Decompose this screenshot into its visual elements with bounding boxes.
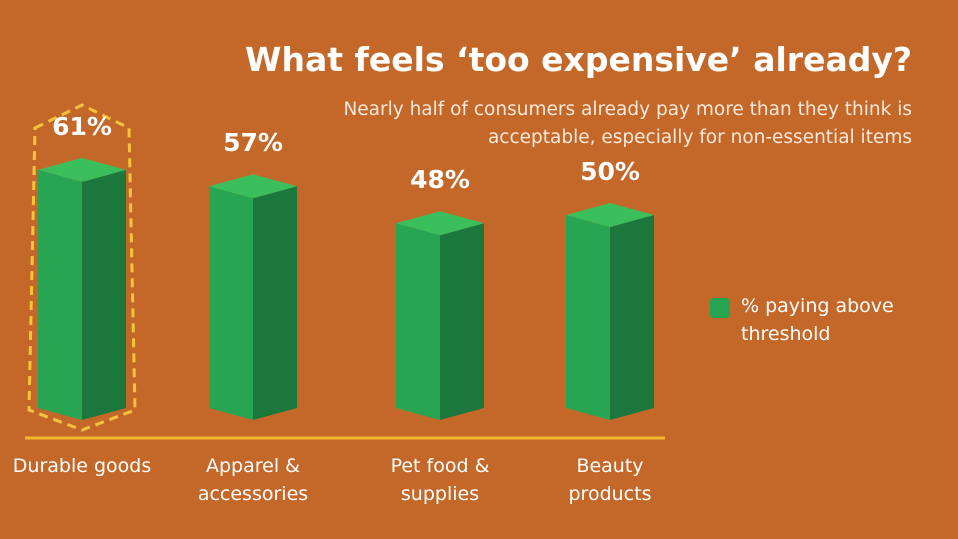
x-tick-label: Durable goods xyxy=(12,455,152,477)
bar-side xyxy=(253,186,297,420)
legend-swatch xyxy=(710,298,730,318)
bar-top xyxy=(38,157,126,182)
bar-side xyxy=(610,215,654,420)
x-tick-label: Pet food & supplies xyxy=(390,455,490,505)
value-label: 48% xyxy=(410,165,470,195)
bar-top xyxy=(566,203,654,227)
bar-side xyxy=(82,169,126,420)
bar-front xyxy=(209,186,253,420)
legend-label: % paying above threshold xyxy=(741,295,894,345)
x-tick-label: Beauty products xyxy=(568,455,652,505)
bar-top xyxy=(209,174,297,199)
chart-title: What feels ‘too expensive’ already? xyxy=(245,40,912,79)
value-label: 50% xyxy=(580,157,640,186)
value-label: 61% xyxy=(52,111,112,141)
bar-side xyxy=(440,223,484,420)
x-tick-label: Apparel & accessories xyxy=(197,455,309,505)
bar-front xyxy=(38,169,82,420)
value-label: 57% xyxy=(223,128,283,158)
bar-front xyxy=(566,215,610,420)
bar-front xyxy=(396,223,440,420)
highlight xyxy=(27,103,137,432)
bar-top xyxy=(396,211,484,236)
chart-subtitle: Nearly half of consumers already pay mor… xyxy=(343,99,912,148)
